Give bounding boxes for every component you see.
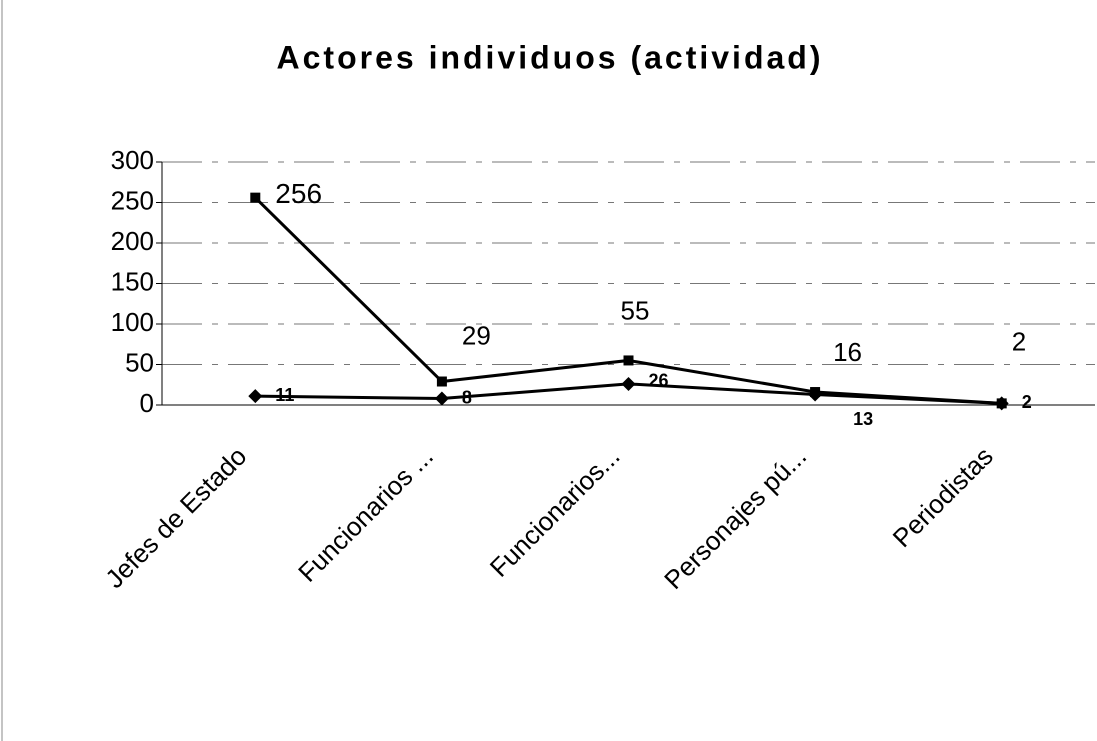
marker bbox=[994, 396, 1009, 411]
data-label: 8 bbox=[462, 387, 472, 407]
marker bbox=[623, 355, 634, 366]
data-label: 2 bbox=[1012, 326, 1026, 356]
marker bbox=[434, 391, 449, 406]
marker bbox=[621, 376, 636, 391]
data-label: 2 bbox=[1022, 392, 1032, 412]
y-tick-label: 250 bbox=[111, 185, 154, 215]
marker bbox=[808, 387, 823, 402]
data-label: 16 bbox=[833, 337, 862, 367]
y-tick-label: 200 bbox=[111, 226, 154, 256]
y-tick-label: 0 bbox=[140, 388, 154, 418]
marker bbox=[436, 376, 447, 387]
data-label: 11 bbox=[275, 385, 294, 405]
y-tick-label: 50 bbox=[125, 347, 154, 377]
data-label: 55 bbox=[621, 295, 650, 325]
data-label: 256 bbox=[275, 178, 322, 209]
y-tick-label: 150 bbox=[111, 266, 154, 296]
marker bbox=[250, 192, 261, 203]
y-tick-label: 100 bbox=[111, 307, 154, 337]
y-tick-label: 300 bbox=[111, 145, 154, 175]
data-label: 13 bbox=[853, 409, 873, 429]
chart-title: Actores individuos (actividad) bbox=[277, 39, 824, 75]
marker bbox=[248, 389, 263, 404]
data-label: 26 bbox=[649, 371, 669, 391]
data-label: 29 bbox=[462, 320, 491, 350]
